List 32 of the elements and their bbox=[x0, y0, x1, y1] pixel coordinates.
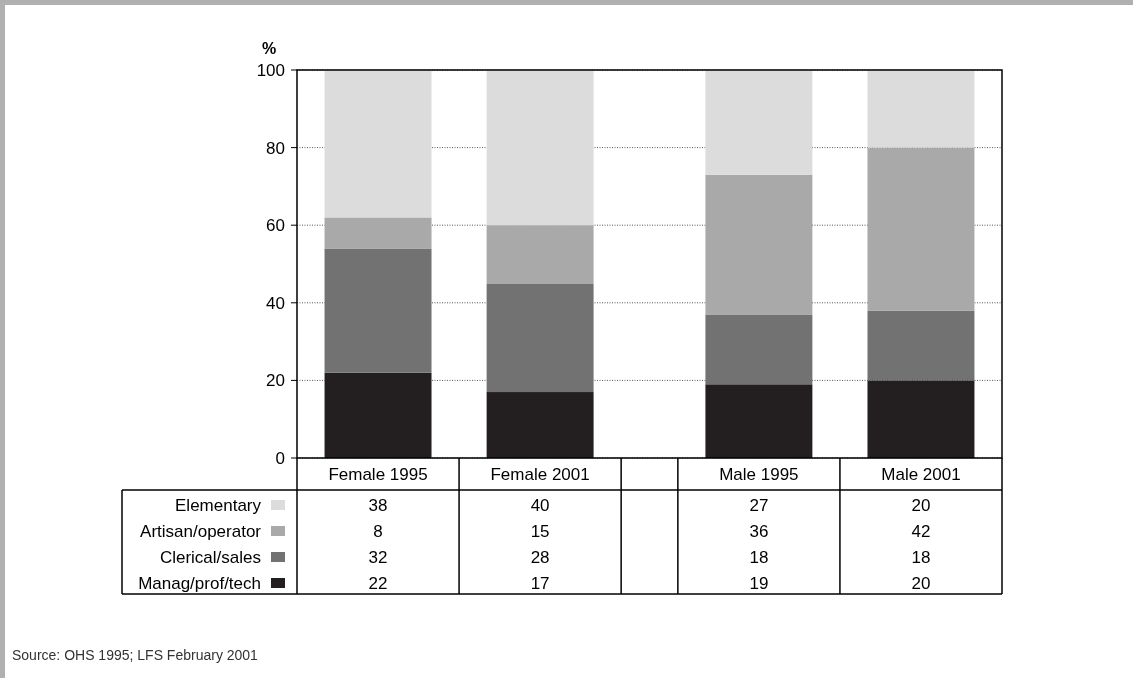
y-tick-label: 20 bbox=[266, 371, 285, 391]
data-label: 18 bbox=[749, 547, 769, 567]
data-label: 17 bbox=[530, 573, 550, 593]
y-tick-label: 60 bbox=[266, 216, 285, 236]
data-label: 40 bbox=[530, 495, 550, 515]
legend-label: Clerical/sales bbox=[159, 547, 261, 567]
y-axis-title: % bbox=[261, 40, 277, 57]
source-note: Source: OHS 1995; LFS February 2001 bbox=[12, 647, 259, 663]
data-label: 36 bbox=[749, 521, 769, 541]
legend-label: Manag/prof/tech bbox=[138, 573, 261, 593]
data-label: 19 bbox=[749, 573, 769, 593]
data-label: 27 bbox=[749, 495, 769, 515]
x-tick-label: Male 2001 bbox=[881, 464, 961, 484]
y-tick-label: 80 bbox=[266, 138, 285, 158]
legend-label: Elementary bbox=[175, 495, 262, 515]
x-tick-label: Male 1995 bbox=[719, 464, 799, 484]
data-label: 22 bbox=[368, 573, 388, 593]
data-label: 8 bbox=[373, 521, 383, 541]
data-label: 28 bbox=[530, 547, 550, 567]
y-tick-label: 40 bbox=[266, 293, 285, 313]
x-tick-label: Female 2001 bbox=[490, 464, 590, 484]
legend-label: Artisan/operator bbox=[140, 521, 262, 541]
data-label: 32 bbox=[368, 547, 388, 567]
data-label: 42 bbox=[911, 521, 931, 541]
data-label: 20 bbox=[911, 573, 931, 593]
x-tick-label: Female 1995 bbox=[328, 464, 428, 484]
y-tick-label: 0 bbox=[275, 448, 285, 468]
data-label: 18 bbox=[911, 547, 931, 567]
data-label: 20 bbox=[911, 495, 931, 515]
data-label: 15 bbox=[530, 521, 550, 541]
y-tick-label: 100 bbox=[256, 60, 285, 80]
data-label: 38 bbox=[368, 495, 388, 515]
